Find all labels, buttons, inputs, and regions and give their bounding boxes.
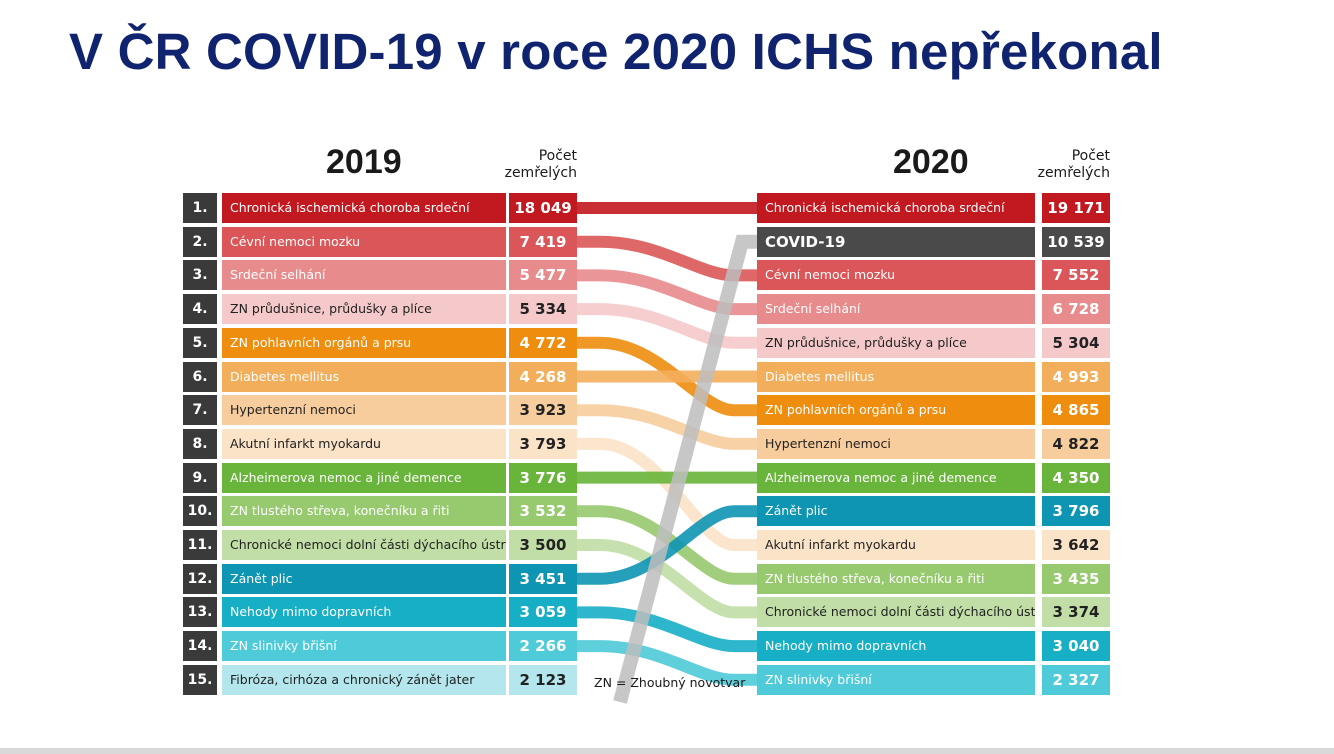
- cause-2019-cevni: Cévní nemoci mozku: [222, 226, 506, 257]
- flow-ribbons: [577, 201, 757, 704]
- cause-2019-dychaci: Chronické nemoci dolní části dýchacího ú…: [222, 530, 506, 560]
- value-2019-cevni: 7 419: [509, 226, 577, 257]
- value-2019-ichs: 18 049: [509, 193, 577, 223]
- value-2020-plice: 5 304: [1042, 327, 1110, 358]
- cause-2020-diabetes: Diabetes mellitus: [757, 361, 1035, 392]
- flow-hypert: [577, 404, 757, 450]
- cause-2019-selhani: Srdeční selhání: [222, 260, 506, 291]
- rank-box: 2.: [183, 226, 217, 257]
- cause-2020-nehody: Nehody mimo dopravních: [757, 631, 1035, 662]
- flow-plice: [577, 303, 757, 349]
- cause-2019-pohlavni: ZN pohlavních orgánů a prsu: [222, 327, 506, 358]
- value-2019-diabetes: 4 268: [509, 361, 577, 392]
- value-2020-covid: 10 539: [1042, 226, 1110, 257]
- cause-2020-covid: COVID-19: [757, 226, 1035, 257]
- value-2020-alzheimer: 4 350: [1042, 462, 1110, 493]
- value-2020-slinivka: 2 327: [1042, 664, 1110, 695]
- value-2020-pohlavni: 4 865: [1042, 395, 1110, 426]
- rank-box: 12.: [183, 563, 217, 594]
- cause-2020-plice: ZN průdušnice, průdušky a plíce: [757, 327, 1035, 358]
- cause-2019-slinivka: ZN slinivky břišní: [222, 631, 506, 662]
- rank-box: 11.: [183, 530, 217, 560]
- count-header-line2: zemřelých: [1037, 165, 1110, 181]
- flow-covid: [613, 234, 757, 704]
- cause-2020-infarkt: Akutní infarkt myokardu: [757, 530, 1035, 560]
- value-2020-diabetes: 4 993: [1042, 361, 1110, 392]
- year-2019-heading: 2019: [326, 143, 402, 181]
- cause-2020-zanet: Zánět plic: [757, 496, 1035, 527]
- value-2020-dychaci: 3 374: [1042, 597, 1110, 628]
- value-2019-streva: 3 532: [509, 496, 577, 527]
- value-2019-plice: 5 334: [509, 294, 577, 325]
- cause-2019-infarkt: Akutní infarkt myokardu: [222, 428, 506, 459]
- rank-box: 4.: [183, 294, 217, 325]
- rank-box: 9.: [183, 462, 217, 493]
- value-2019-nehody: 3 059: [509, 597, 577, 628]
- flow-dychaci: [577, 539, 757, 619]
- value-2019-hypert: 3 923: [509, 395, 577, 426]
- rank-box: 6.: [183, 361, 217, 392]
- value-2019-slinivka: 2 266: [509, 631, 577, 662]
- year-2020-heading: 2020: [893, 143, 969, 181]
- footnote: ZN = Zhoubný novotvar: [594, 675, 746, 690]
- flow-nehody: [577, 606, 757, 653]
- cause-2019-ichs: Chronická ischemická choroba srdeční: [222, 193, 506, 223]
- count-header-line1: Počet: [538, 148, 577, 164]
- cause-2020-selhani: Srdeční selhání: [757, 294, 1035, 325]
- cause-2020-ichs: Chronická ischemická choroba srdeční: [757, 193, 1035, 223]
- value-2019-dychaci: 3 500: [509, 530, 577, 560]
- value-2019-zanet: 3 451: [509, 563, 577, 594]
- cause-2020-hypert: Hypertenzní nemoci: [757, 428, 1035, 459]
- rank-box: 14.: [183, 631, 217, 662]
- value-2019-selhani: 5 477: [509, 260, 577, 291]
- rank-box: 8.: [183, 428, 217, 459]
- count-header-line1: Počet: [1071, 148, 1110, 164]
- value-2020-nehody: 3 040: [1042, 631, 1110, 662]
- cause-2020-pohlavni: ZN pohlavních orgánů a prsu: [757, 395, 1035, 426]
- value-2019-infarkt: 3 793: [509, 428, 577, 459]
- count-header-2019: Počet zemřelých: [487, 148, 577, 182]
- cause-2020-cevni: Cévní nemoci mozku: [757, 260, 1035, 291]
- value-2020-streva: 3 435: [1042, 563, 1110, 594]
- value-2020-infarkt: 3 642: [1042, 530, 1110, 560]
- cause-2019-nehody: Nehody mimo dopravních: [222, 597, 506, 628]
- flow-slinivka: [577, 640, 757, 686]
- value-2020-selhani: 6 728: [1042, 294, 1110, 325]
- value-2020-zanet: 3 796: [1042, 496, 1110, 527]
- cause-2020-slinivka: ZN slinivky břišní: [757, 664, 1035, 695]
- cause-2019-zanet: Zánět plic: [222, 563, 506, 594]
- cause-2019-streva: ZN tlustého střeva, konečníku a řiti: [222, 496, 506, 527]
- rank-box: 10.: [183, 496, 217, 527]
- footer-bar: [0, 748, 1334, 754]
- rank-box: 13.: [183, 597, 217, 628]
- cause-2020-alzheimer: Alzheimerova nemoc a jiné demence: [757, 462, 1035, 493]
- value-2019-pohlavni: 4 772: [509, 327, 577, 358]
- flow-zanet: [577, 505, 757, 585]
- value-2020-cevni: 7 552: [1042, 260, 1110, 291]
- cause-2019-hypert: Hypertenzní nemoci: [222, 395, 506, 426]
- cause-2019-plice: ZN průdušnice, průdušky a plíce: [222, 294, 506, 325]
- rank-box: 3.: [183, 260, 217, 291]
- count-header-2020: Počet zemřelých: [1020, 148, 1110, 182]
- value-2019-jatra: 2 123: [509, 664, 577, 695]
- cause-2019-alzheimer: Alzheimerova nemoc a jiné demence: [222, 462, 506, 493]
- count-header-line2: zemřelých: [504, 165, 577, 181]
- rank-box: 15.: [183, 664, 217, 695]
- rank-box: 7.: [183, 395, 217, 426]
- value-2019-alzheimer: 3 776: [509, 462, 577, 493]
- value-2020-ichs: 19 171: [1042, 193, 1110, 223]
- cause-2019-diabetes: Diabetes mellitus: [222, 361, 506, 392]
- cause-2020-dychaci: Chronické nemoci dolní části dýchacího ú…: [757, 597, 1035, 628]
- cause-2020-streva: ZN tlustého střeva, konečníku a řiti: [757, 563, 1035, 594]
- rank-box: 5.: [183, 327, 217, 358]
- page-title: V ČR COVID-19 v roce 2020 ICHS nepřekona…: [69, 23, 1163, 80]
- value-2020-hypert: 4 822: [1042, 428, 1110, 459]
- cause-2019-jatra: Fibróza, cirhóza a chronický zánět jater: [222, 664, 506, 695]
- rank-box: 1.: [183, 193, 217, 223]
